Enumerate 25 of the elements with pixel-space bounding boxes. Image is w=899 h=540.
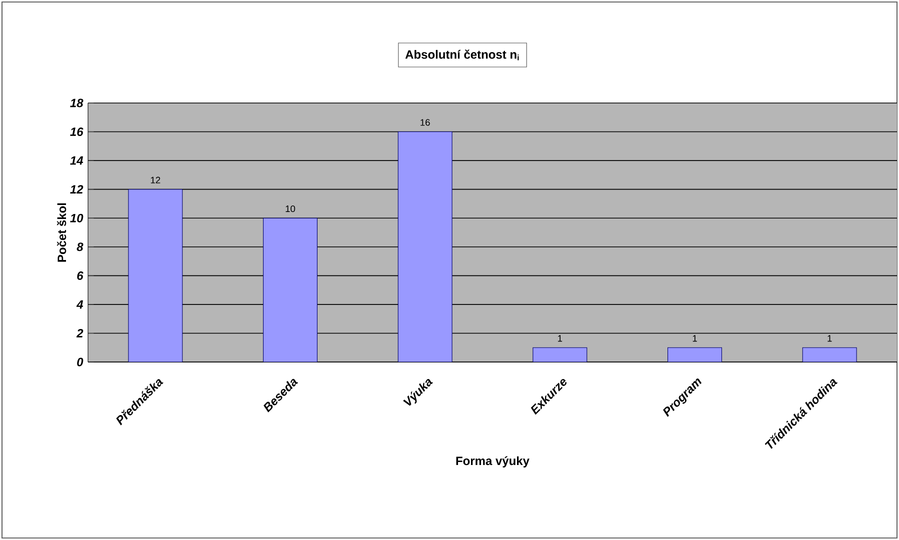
data-label: 1: [692, 335, 697, 342]
bar: [802, 347, 857, 362]
data-label: 10: [286, 205, 296, 212]
y-tick-label: 4: [76, 300, 84, 309]
y-tick-label: 8: [76, 242, 84, 252]
bar: [263, 218, 318, 362]
x-axis-title: Forma výuky: [456, 456, 530, 468]
bar: [128, 189, 183, 362]
y-tick-label: 10: [70, 214, 84, 222]
y-tick-label: 2: [76, 329, 84, 338]
y-tick-label: 0: [77, 358, 84, 366]
bar: [668, 347, 722, 362]
y-tick-label: 16: [70, 128, 84, 136]
y-tick-label: 14: [70, 156, 84, 165]
data-label: 12: [150, 176, 160, 184]
chart-title: Absolutní četnost n$_{i}$: [405, 50, 519, 60]
bar: [398, 132, 452, 362]
y-tick-label: 6: [77, 271, 84, 280]
y-axis-title: Počet škol: [57, 203, 66, 262]
data-label: 16: [420, 119, 430, 126]
y-tick-label: 18: [70, 98, 84, 108]
bar: [532, 347, 588, 362]
data-label: 1: [828, 335, 832, 342]
y-tick-label: 12: [70, 185, 84, 194]
data-label: 1: [558, 335, 562, 342]
